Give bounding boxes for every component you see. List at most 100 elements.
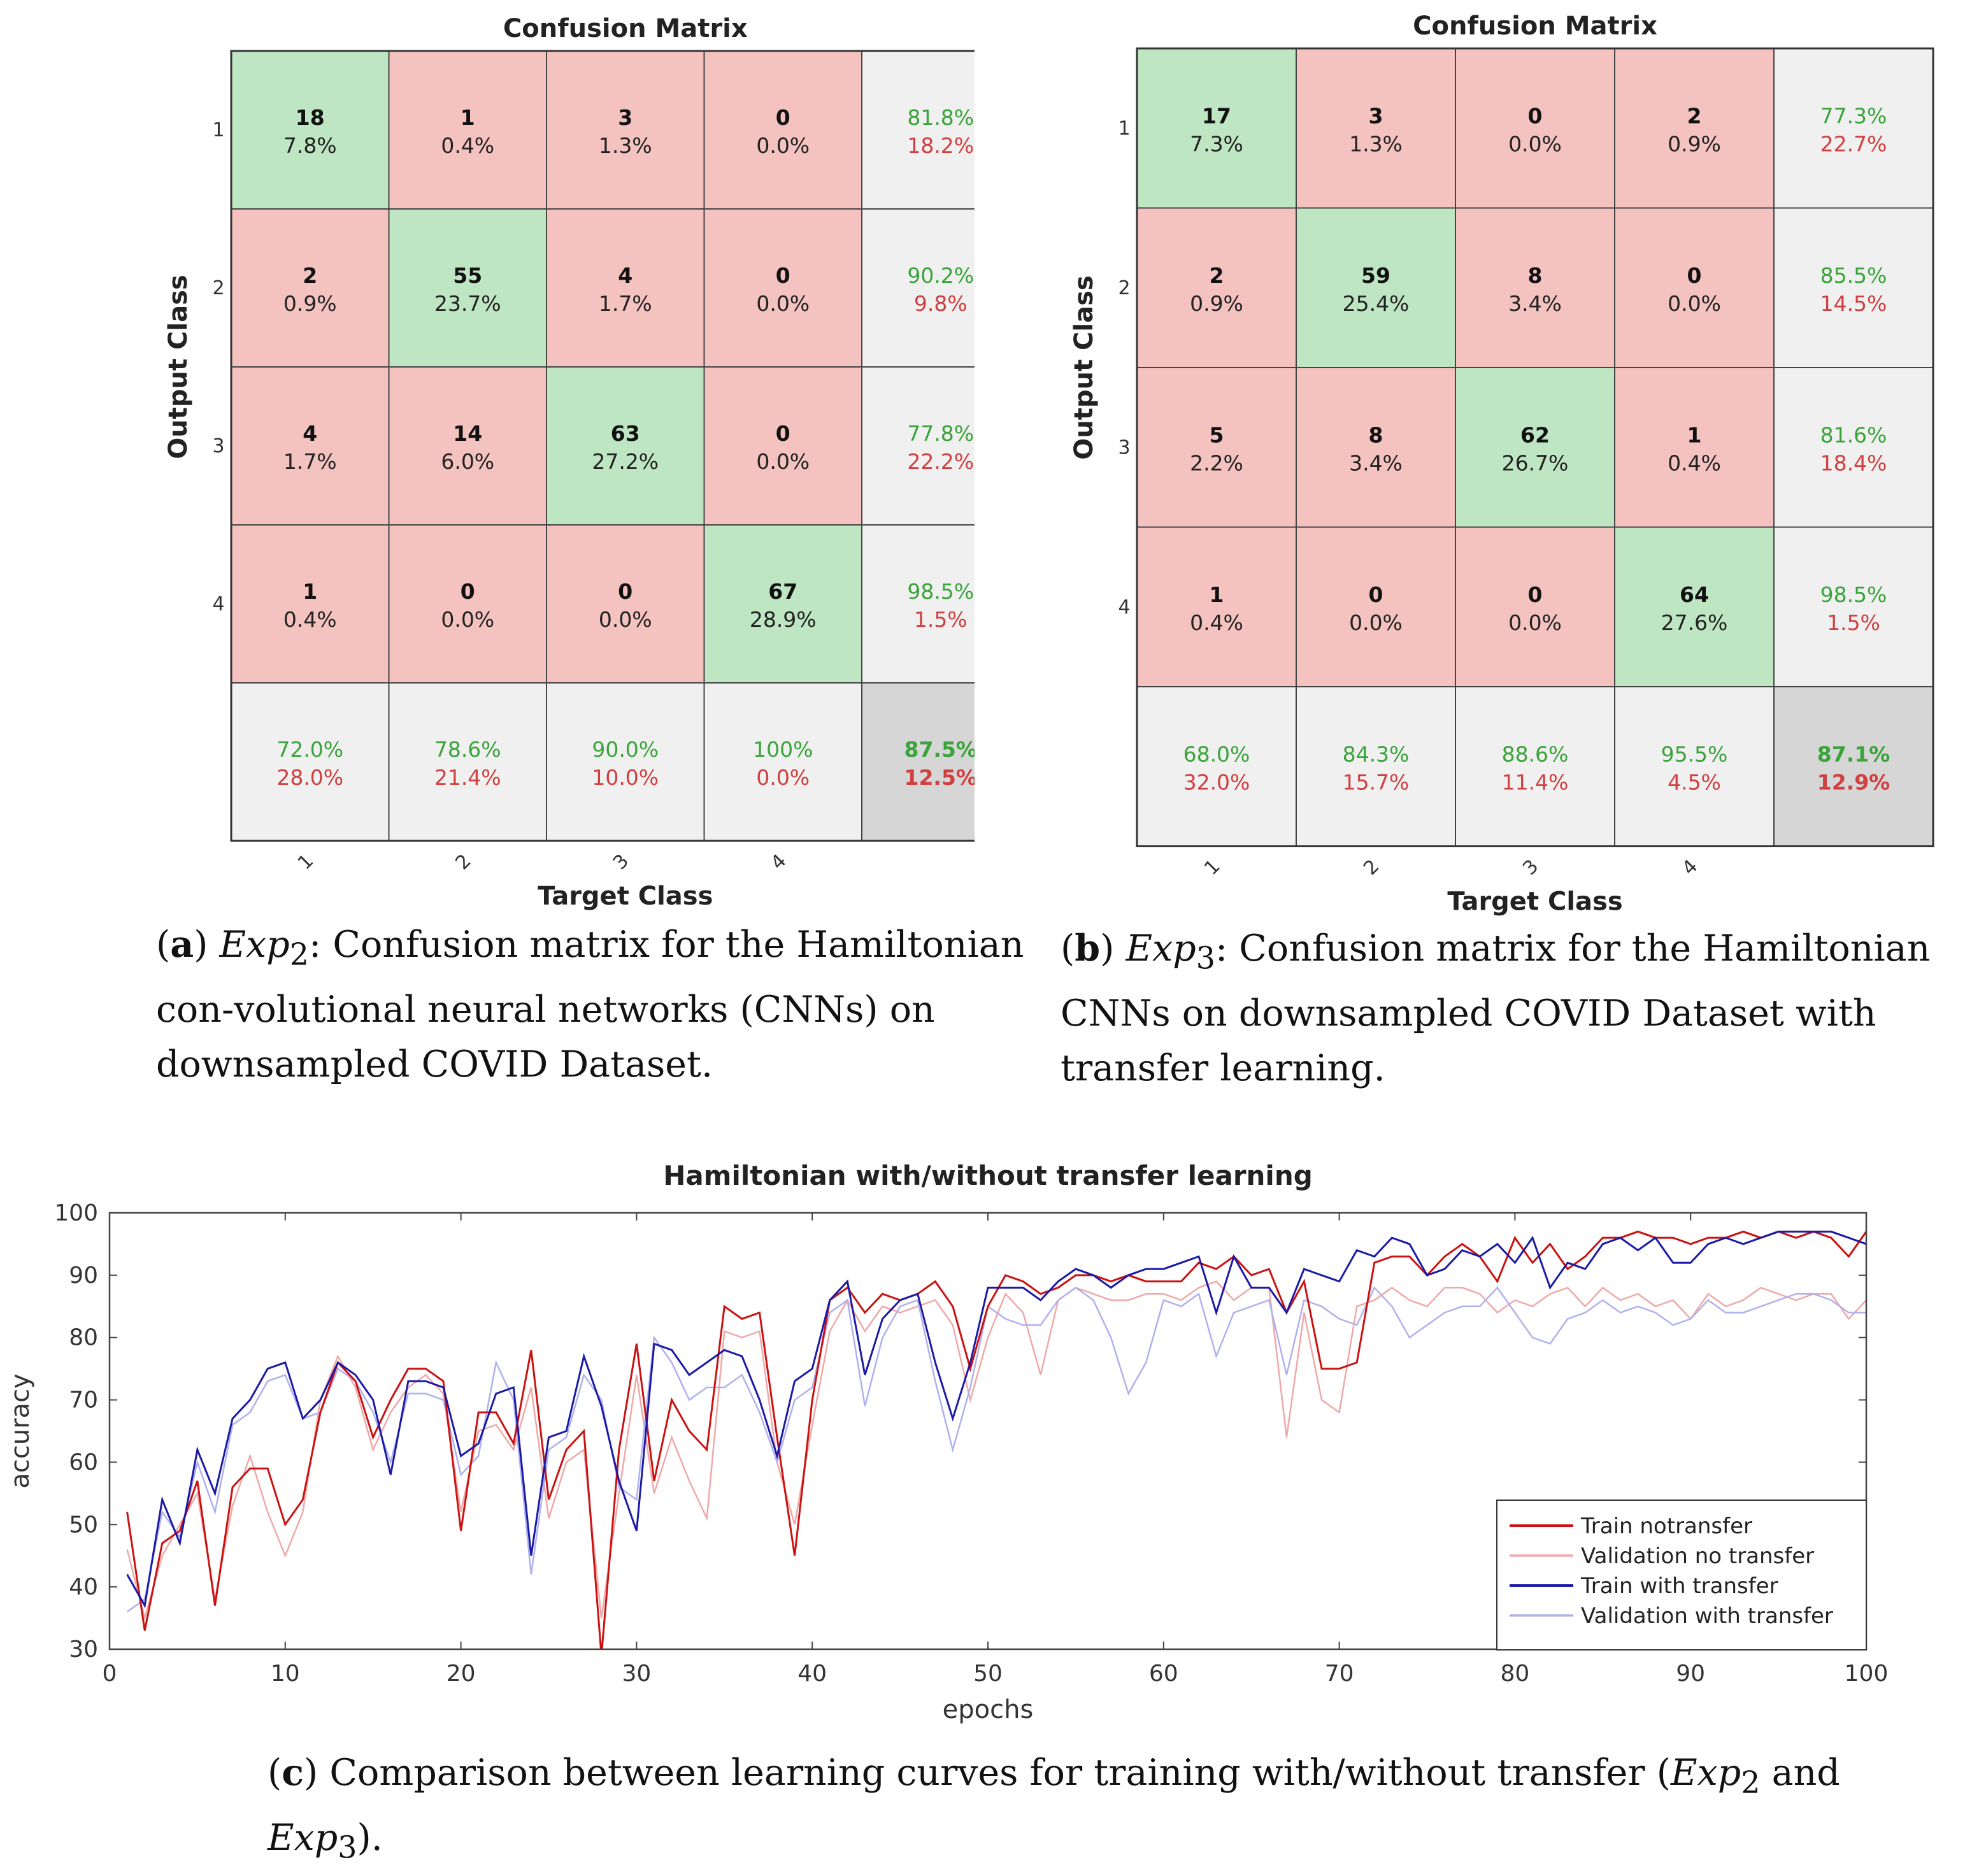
cell-count: 0 — [776, 263, 790, 288]
cm-cell — [388, 50, 547, 210]
x-tick-label: 90 — [1676, 1661, 1705, 1687]
x-axis-title: Target Class — [538, 882, 713, 911]
cm-title: Confusion Matrix — [503, 14, 748, 43]
summary-correct: 77.3% — [1820, 103, 1887, 128]
summary-error: 0.0% — [756, 765, 810, 790]
learning-curve-chart: Hamiltonian with/without transfer learni… — [0, 1147, 1965, 1735]
cm-cell — [1296, 48, 1456, 209]
cell-count: 3 — [1369, 103, 1383, 128]
cm-cell — [1136, 48, 1297, 209]
y-tick-label: 1 — [212, 119, 224, 141]
cell-count: 8 — [1369, 422, 1383, 447]
caption-b-exp: Exp — [1125, 927, 1196, 970]
y-tick-label: 40 — [69, 1574, 98, 1600]
caption-c-and: and — [1760, 1752, 1840, 1794]
x-tick-label: 70 — [1325, 1661, 1354, 1687]
cell-percent: 25.4% — [1343, 291, 1410, 316]
cell-count: 55 — [453, 263, 482, 288]
y-tick-label: 100 — [54, 1200, 98, 1226]
x-tick-label: 80 — [1500, 1661, 1529, 1687]
y-tick-label: 70 — [69, 1387, 98, 1414]
cm-cell — [1455, 686, 1615, 847]
cell-percent: 0.0% — [756, 133, 810, 158]
cm-cell — [388, 208, 547, 368]
y-axis-title: Output Class — [164, 275, 193, 459]
confusion-matrix-a: Confusion Matrix 18 7.8% 1 0.4% 3 1.3% 0 0.0% 81.… — [0, 0, 975, 924]
cm-cell — [388, 682, 547, 841]
cm-cell — [1773, 207, 1934, 368]
cell-percent: 27.2% — [592, 449, 659, 474]
cell-count: 0 — [776, 105, 790, 130]
cm-cell — [703, 682, 862, 841]
caption-a-sub: 2 — [289, 937, 310, 973]
summary-correct: 98.5% — [1820, 582, 1887, 607]
y-axis-title: accuracy — [6, 1373, 35, 1488]
cell-percent: 3.4% — [1508, 291, 1562, 316]
cm-border — [1136, 47, 1934, 847]
x-tick-label: 50 — [973, 1661, 1003, 1687]
cell-percent: 7.3% — [1190, 131, 1243, 156]
summary-correct: 78.6% — [434, 737, 501, 762]
summary-correct: 85.5% — [1820, 263, 1887, 288]
caption-b-letter: b — [1075, 927, 1101, 970]
cell-percent: 1.3% — [1349, 131, 1403, 156]
summary-correct: 84.3% — [1343, 741, 1410, 766]
cell-percent: 3.4% — [1349, 450, 1403, 475]
cell-count: 8 — [1528, 263, 1543, 288]
summary-error: 15.7% — [1343, 770, 1410, 794]
cell-count: 0 — [1528, 582, 1543, 607]
y-tick-label: 2 — [212, 277, 224, 299]
confusion-matrix-b: Confusion Matrix 17 7.3% 3 1.3% 0 0.0% 2 0.9% 77.… — [968, 0, 1943, 924]
summary-error: 11.4% — [1502, 770, 1569, 794]
cell-percent: 0.0% — [1508, 131, 1562, 156]
y-tick-label: 50 — [69, 1512, 98, 1538]
caption-c-exp2: Exp — [1670, 1752, 1741, 1794]
cm-cell — [231, 50, 390, 210]
summary-correct: 90.2% — [907, 263, 974, 288]
summary-correct: 88.6% — [1502, 741, 1569, 766]
cell-percent: 0.4% — [283, 607, 337, 632]
cm-cell — [1773, 48, 1934, 209]
y-axis-title: Output Class — [1069, 275, 1099, 459]
cm-cell — [231, 524, 390, 684]
cell-percent: 7.8% — [283, 133, 337, 158]
plot-frame — [108, 1212, 1868, 1650]
summary-correct: 90.0% — [592, 737, 659, 762]
cell-percent: 0.0% — [1349, 610, 1403, 635]
x-tick-label: 1 — [1200, 856, 1224, 880]
cm-cell — [546, 50, 705, 210]
summary-error: 12.9% — [1817, 770, 1890, 794]
confusion-matrix-a-svg: Confusion Matrix 18 7.8% 1 0.4% 3 1.3% 0 0.0% 81.… — [164, 14, 975, 911]
caption-a-text: : Confusion matrix for the Hamiltonian c… — [156, 924, 1024, 1086]
summary-correct: 100% — [753, 737, 813, 762]
cell-count: 0 — [1687, 263, 1702, 288]
summary-error: 1.5% — [1827, 610, 1880, 635]
cm-cell — [703, 366, 862, 526]
cell-count: 0 — [618, 579, 632, 604]
cell-percent: 0.4% — [441, 133, 494, 158]
cell-percent: 1.3% — [599, 133, 652, 158]
cell-percent: 0.4% — [1190, 610, 1243, 635]
x-tick-label: 3 — [1518, 856, 1543, 880]
cell-percent: 0.0% — [1508, 610, 1562, 635]
caption-b-text: : Confusion matrix for the Hamiltonian C… — [1061, 927, 1931, 1090]
y-tick-label: 4 — [1118, 596, 1130, 619]
cell-count: 0 — [776, 421, 790, 446]
caption-c-sub3: 3 — [338, 1830, 357, 1866]
cm-cell — [1614, 686, 1775, 847]
summary-correct: 98.5% — [907, 579, 974, 604]
cm-cell — [861, 50, 975, 210]
cm-cell — [231, 366, 390, 526]
summary-error: 22.2% — [907, 449, 974, 474]
cm-cell — [1296, 526, 1456, 687]
caption-c-sub2: 2 — [1741, 1765, 1761, 1801]
cell-count: 4 — [303, 421, 317, 446]
caption-a: (a) Exp2: Confusion matrix for the Hamil… — [156, 923, 1024, 1086]
cm-cell — [1455, 48, 1615, 209]
cell-percent: 0.4% — [1668, 450, 1721, 475]
y-tick-label: 30 — [69, 1636, 98, 1663]
cell-count: 1 — [1210, 582, 1224, 607]
cm-cell — [861, 682, 975, 841]
series-train-notransfer — [126, 1230, 1866, 1649]
cm-cell — [546, 682, 705, 841]
